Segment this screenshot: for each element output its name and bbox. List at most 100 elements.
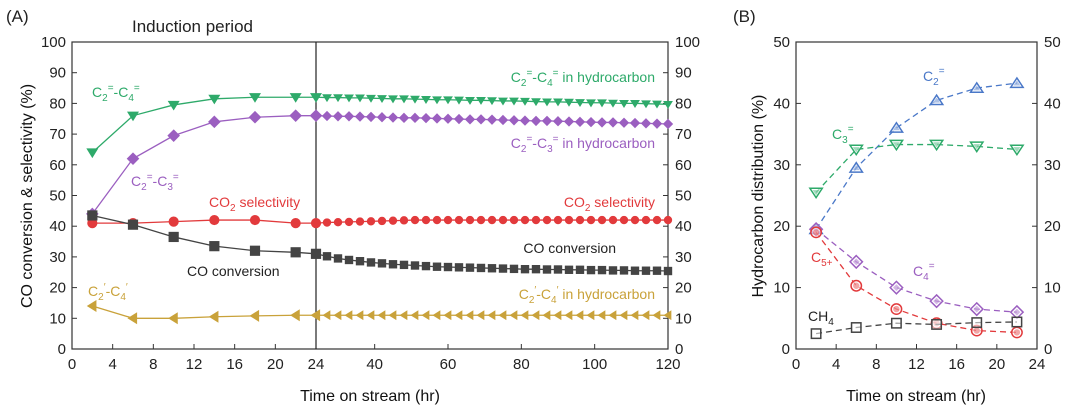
data-point [355,94,365,103]
data-point-fill [973,144,981,150]
panel-a-left-y-tick-label: 10 [49,310,66,327]
data-point [810,226,823,239]
data-point [498,264,508,273]
panel-b-x-tick-label: 16 [948,356,965,373]
data-point [531,98,541,107]
data-point [597,265,607,275]
annotation-a-4: C2′-C4′ [88,282,128,303]
panel-a-annotations: C2=-C4= C2=-C3= CO2 selectivity CO conversi… [88,68,655,306]
data-point [344,255,354,265]
data-point [387,112,399,123]
data-point-fill [933,97,940,103]
data-point [290,247,301,258]
panel-a-y-axis-label: CO conversion & selectivity (%) [19,84,36,308]
data-point [619,266,629,275]
data-point [530,115,542,127]
data-point [355,217,365,226]
series-a-1 [86,109,674,221]
data-point [630,100,640,108]
panel-b-left-y-tick-label: 50 [773,34,790,51]
data-point [597,215,607,225]
data-point [290,309,300,322]
panel-a-x-tick-label: 8 [149,356,157,373]
panel-a-x-tick-label: 40 [366,356,383,373]
panel-a-left-y-tick-label: 40 [49,218,66,235]
data-point [321,110,333,122]
data-point [1009,76,1025,89]
data-point [487,97,497,106]
panel-a-right-y-tick-label: 40 [675,218,692,235]
data-point-fill [973,327,980,334]
data-point [542,215,552,225]
data-point [366,94,376,103]
panel-a-right-y-tick-label: 0 [675,341,683,358]
data-point [431,113,443,124]
data-point [497,114,509,126]
data-point [575,265,585,274]
data-point [608,215,618,225]
panel-a-left-y-tick-label: 30 [49,249,66,266]
series-b-1 [808,139,1025,199]
data-point [127,219,139,230]
panel-a-x-tick-label: 80 [513,356,530,373]
data-point [454,310,463,321]
data-point [575,215,585,225]
series-a-0 [86,93,673,159]
data-point [553,265,563,274]
data-point [971,317,983,329]
data-point [443,215,453,225]
data-point-fill [852,258,860,266]
data-point [498,97,508,106]
panel-b-right-y-tick-label: 40 [1044,95,1061,112]
data-point [464,114,476,125]
data-point [575,310,584,321]
data-point [850,322,862,333]
data-point [322,310,331,321]
data-point [542,98,552,107]
data-point [421,96,431,104]
panel-a-left-y-tick-label: 100 [41,34,66,51]
data-point-fill [893,125,900,131]
data-point [443,96,453,105]
panel-b-left-y-tick-label: 20 [773,218,790,235]
data-point [553,98,563,107]
panel-a-left-y-tick-label: 20 [49,280,66,297]
data-point [890,303,903,316]
data-point [409,112,421,124]
data-point [487,264,497,273]
data-point [377,95,387,104]
data-point [564,310,573,321]
panel-a-x-tick-label: 24 [308,356,325,373]
panel-a-left-y-tick-label: 0 [58,341,66,358]
panel-a-x-tick-label: 120 [655,356,680,373]
data-point [322,252,332,261]
data-point [1009,144,1025,157]
data-point [476,96,486,105]
data-point [388,95,398,104]
data-point [410,215,420,225]
data-point [641,266,651,275]
data-point [509,97,519,106]
data-point [410,95,420,104]
data-point [810,328,822,340]
panel-b-x-tick-label: 0 [792,356,800,373]
panel-a-left-y-tick-label: 60 [49,157,66,174]
data-point [585,116,597,128]
data-point [929,293,944,309]
data-point [127,111,139,122]
data-point [421,215,431,225]
annotation-a-8: CO conversion [523,240,616,256]
data-point [249,93,261,103]
data-point [553,215,563,225]
data-point-fill [852,147,860,153]
annotation-a-1: C2=-C3= [131,172,179,193]
panel-b-y-axis-label: Hydrocarbon distribution (%) [750,95,767,298]
data-point [249,245,261,256]
data-point [597,99,607,108]
annotation-b-0: C2= [923,66,945,88]
data-point [641,215,651,225]
data-point [487,310,496,321]
data-point [322,94,332,103]
data-point [553,310,562,321]
